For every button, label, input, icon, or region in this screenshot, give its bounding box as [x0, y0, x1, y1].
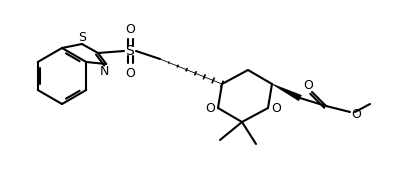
Text: S: S: [78, 31, 86, 44]
Text: O: O: [271, 102, 281, 114]
Text: S: S: [126, 44, 134, 58]
Text: N: N: [100, 64, 109, 77]
Text: O: O: [205, 102, 215, 114]
Text: O: O: [303, 79, 313, 92]
Polygon shape: [272, 84, 301, 101]
Text: O: O: [351, 107, 361, 121]
Text: O: O: [125, 66, 135, 80]
Text: O: O: [125, 23, 135, 35]
